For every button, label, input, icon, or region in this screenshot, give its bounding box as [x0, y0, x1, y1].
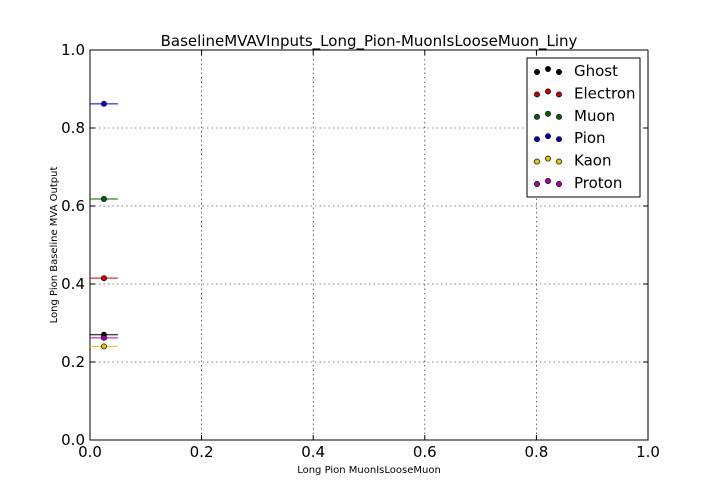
data-point-proton: [100, 334, 107, 341]
legend-marker-electron: [545, 88, 551, 95]
y-tick-label: 0.6: [61, 197, 85, 215]
legend-entry-proton: Proton: [534, 174, 622, 192]
legend-marker-pion: [545, 133, 551, 140]
data-point-kaon: [100, 343, 107, 350]
legend-box: [526, 57, 641, 198]
x-tick-label: 0.0: [78, 443, 102, 461]
legend-marker-electron: [556, 91, 562, 98]
axis-ticks: 0.0 0.2 0.4 0.6 0.8 1.0 0.0 0.2 0.4 0.6 0.8 1.0: [61, 41, 660, 461]
data-points: [90, 100, 118, 350]
series-proton: [90, 334, 118, 341]
series-muon: [90, 196, 118, 202]
x-tick-label: 1.0: [636, 443, 660, 461]
legend-marker-pion: [556, 136, 562, 143]
legend-label-electron: Electron: [574, 84, 636, 102]
legend-label-pion: Pion: [574, 129, 606, 147]
series-electron: [90, 275, 118, 282]
legend-label-kaon: Kaon: [574, 152, 611, 170]
chart-title: BaselineMVAVInputs_Long_Pion-MuonIsLoose…: [161, 32, 578, 51]
plot-frame: [89, 49, 649, 441]
legend-entry-kaon: Kaon: [534, 152, 611, 170]
legend-entry-ghost: Ghost: [534, 62, 618, 80]
series-kaon: [90, 343, 118, 350]
x-axis-label: Long Pion MuonIsLooseMuon: [297, 465, 441, 476]
y-tick-label: 0.0: [61, 431, 85, 449]
legend-marker-ghost: [534, 69, 540, 75]
legend-marker-proton: [545, 178, 551, 184]
series-pion: [90, 100, 118, 107]
y-axis-label: Long Pion Baseline MVA Output: [49, 167, 60, 324]
legend-marker-kaon: [556, 158, 562, 165]
legend-marker-proton: [556, 181, 562, 187]
legend-marker-kaon: [534, 158, 540, 165]
legend-marker-electron: [534, 91, 540, 98]
y-tick-label: 0.2: [61, 353, 85, 371]
legend-label-proton: Proton: [574, 174, 622, 192]
legend-entry-pion: Pion: [534, 129, 606, 147]
legend-marker-ghost: [556, 69, 562, 75]
legend-marker-muon: [556, 113, 562, 120]
legend-marker-pion: [534, 136, 540, 143]
legend-marker-ghost: [545, 66, 551, 72]
data-point-electron: [100, 275, 107, 282]
legend-label-ghost: Ghost: [574, 62, 618, 80]
data-point-pion: [100, 100, 107, 107]
x-tick-label: 0.6: [413, 443, 437, 461]
legend-entry-muon: Muon: [534, 107, 615, 125]
y-tick-label: 0.8: [61, 119, 85, 137]
legend-label-muon: Muon: [574, 107, 615, 125]
y-tick-label: 1.0: [61, 41, 85, 59]
y-tick-label: 0.4: [61, 275, 85, 293]
legend-marker-kaon: [545, 155, 551, 162]
legend-marker-muon: [545, 110, 551, 117]
legend-marker-muon: [534, 113, 540, 120]
legend-marker-proton: [534, 181, 540, 187]
data-point-muon: [100, 196, 107, 202]
x-tick-label: 0.4: [301, 443, 325, 461]
x-tick-label: 0.2: [190, 443, 214, 461]
x-tick-label: 0.8: [524, 443, 548, 461]
legend: Ghost Electron Muon Pion Kaon Proton: [526, 57, 641, 198]
legend-entry-electron: Electron: [534, 84, 636, 102]
